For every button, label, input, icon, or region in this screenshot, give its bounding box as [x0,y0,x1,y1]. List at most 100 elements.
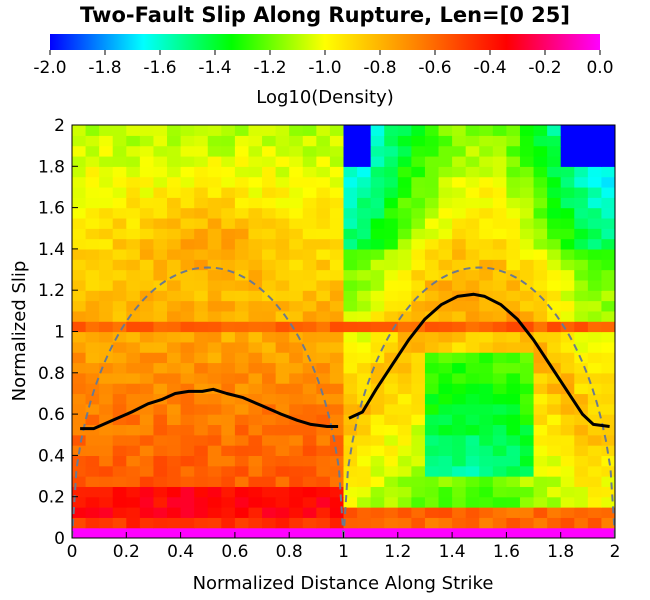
x-tick-label: 1 [338,542,349,562]
heatmap-cell [194,465,209,477]
heatmap-cell [343,486,358,498]
heatmap-cell [519,248,535,260]
heatmap-cell [167,125,182,136]
heatmap-cell [343,321,358,333]
heatmap-cell [329,269,345,281]
heatmap-cell [262,321,277,333]
heatmap-cell [438,331,453,343]
heatmap-cell [479,217,494,229]
heatmap-cell [99,166,114,178]
y-tick-label: 0.6 [38,405,65,425]
heatmap-cell [411,476,426,487]
heatmap-cell [370,321,385,333]
heatmap-cell [574,125,589,136]
heatmap-cell [465,197,480,209]
heatmap-cell [316,166,331,178]
heatmap-cell [126,414,141,426]
heatmap-cell [329,352,345,364]
heatmap-cell [479,403,494,415]
heatmap-cell [506,434,521,446]
heatmap-cell [180,238,195,250]
heatmap-cell [357,517,372,529]
heatmap-cell [262,455,277,467]
heatmap-cell [167,186,182,198]
heatmap-cell [221,517,236,529]
heatmap-cell [574,217,589,229]
heatmap-cell [519,434,535,446]
heatmap-cell [275,465,290,477]
heatmap-cell [370,186,385,198]
heatmap-cell [601,372,615,384]
heatmap-cell [221,290,236,302]
heatmap-cell [221,383,236,395]
heatmap-cell [533,434,548,446]
heatmap-cell [343,228,358,240]
heatmap-cell [180,186,195,198]
heatmap-cell [99,197,114,209]
heatmap-cell [560,465,575,477]
heatmap-cell [452,331,467,343]
heatmap-cell [99,321,114,333]
heatmap-cell [465,186,480,198]
heatmap-cell [479,135,494,147]
heatmap-cell [126,455,141,467]
heatmap-cell [289,310,304,322]
heatmap-cell [574,403,589,415]
heatmap-cell [397,135,412,147]
heatmap-cell [506,352,521,364]
heatmap-cell [370,362,385,374]
heatmap-cell [234,269,250,281]
heatmap-cell [343,476,358,487]
heatmap-cell [275,445,290,456]
heatmap-cell [99,269,114,281]
heatmap-cell [112,279,127,291]
heatmap-cell [180,155,195,167]
heatmap-cell [180,434,195,446]
heatmap-cell [492,362,507,374]
heatmap-cell [153,527,168,538]
heatmap-cell [329,403,345,415]
heatmap-cell [262,300,277,312]
heatmap-cell [547,155,562,167]
heatmap-cell [302,362,317,374]
heatmap-cell [234,403,250,415]
heatmap-cell [139,517,155,529]
heatmap-cell [316,393,331,405]
heatmap-cell [357,393,372,405]
heatmap-cell [492,166,507,178]
heatmap-cell [343,403,358,415]
heatmap-cell [452,372,467,384]
heatmap-cell [438,362,453,374]
heatmap-cell [438,248,453,260]
heatmap-cell [343,507,358,518]
heatmap-cell [248,166,263,178]
heatmap-cell [479,176,494,188]
heatmap-cell [384,145,399,157]
heatmap-cell [384,517,399,529]
heatmap-cell [397,486,412,498]
heatmap-cell [72,331,87,343]
heatmap-cell [85,166,100,178]
heatmap-cell [411,207,426,219]
heatmap-cell [424,197,440,209]
heatmap-cell [560,352,575,364]
heatmap-cell [533,455,548,467]
heatmap-cell [72,372,87,384]
heatmap-cell [411,372,426,384]
heatmap-cell [72,465,87,477]
heatmap-cell [587,166,603,178]
heatmap-cell [126,445,141,456]
heatmap-cell [207,310,222,322]
heatmap-cell [506,259,521,271]
heatmap-cell [85,135,100,147]
heatmap-cell [248,259,263,271]
heatmap-cell [153,207,168,219]
heatmap-cell [560,476,575,487]
heatmap-cell [139,496,155,508]
heatmap-cell [465,352,480,364]
heatmap-cell [587,455,603,467]
heatmap-cell [302,465,317,477]
heatmap-cell [180,486,195,498]
heatmap-cell [533,341,548,353]
heatmap-cell [262,383,277,395]
